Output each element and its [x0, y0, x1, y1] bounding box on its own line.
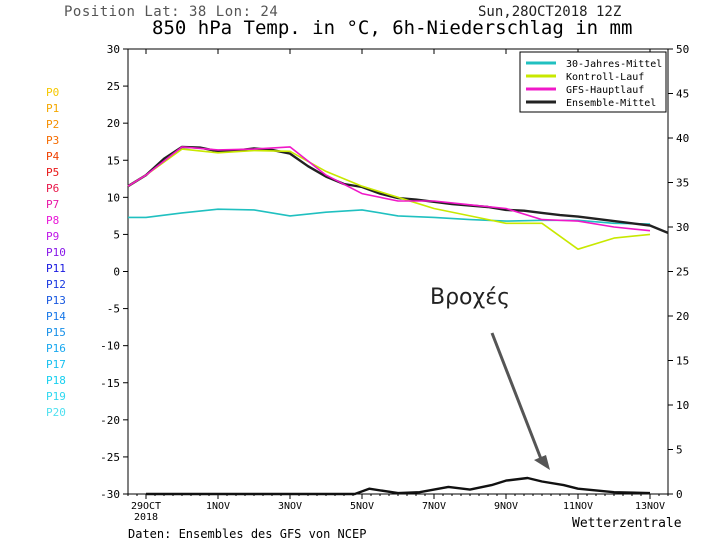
y-left-tick-label: -10	[100, 340, 120, 353]
member-label-p10: P10	[46, 246, 66, 259]
member-label-p15: P15	[46, 326, 66, 339]
y-right-tick-label: 20	[676, 310, 689, 323]
y-left-tick-label: -15	[100, 377, 120, 390]
y-right-tick-label: 5	[676, 444, 683, 457]
arrow-shaft	[490, 332, 543, 460]
arrow-head	[534, 455, 550, 470]
member-label-p0: P0	[46, 86, 60, 99]
data-source-label: Daten: Ensembles des GFS von NCEP	[128, 527, 367, 541]
member-label-p14: P14	[46, 310, 66, 323]
legend-label: 30-Jahres-Mittel	[566, 59, 662, 70]
x-tick-label: 29OCT	[131, 501, 161, 512]
y-left-tick-label: 15	[107, 154, 120, 167]
x-tick-label: 3NOV	[278, 501, 302, 512]
y-left-tick-label: 30	[107, 43, 120, 56]
chart-legend: 30-Jahres-Mittel Kontroll-Lauf GFS-Hauptla…	[519, 51, 667, 113]
member-label-p8: P8	[46, 214, 60, 227]
y-left-tick-label: 25	[107, 80, 120, 93]
series-line-3	[127, 146, 651, 232]
annotation-arrow	[490, 332, 550, 470]
member-label-p12: P12	[46, 278, 66, 291]
member-label-p11: P11	[46, 262, 66, 275]
member-label-p7: P7	[46, 198, 60, 211]
rain-annotation: Βροχές	[430, 285, 511, 310]
x-tick-label: 11NOV	[563, 501, 593, 512]
y-left-tick-label: -30	[100, 488, 120, 501]
y-left-tick-label: -25	[100, 451, 120, 464]
legend-label: Ensemble-Mittel	[566, 98, 656, 109]
run-date-label: Sun,28OCT2018 12Z	[478, 4, 622, 20]
y-right-tick-label: 15	[676, 355, 689, 368]
series-line-1	[127, 145, 669, 235]
x-tick-sublabel: 2018	[134, 512, 158, 523]
y-right-tick-label: 10	[676, 399, 689, 412]
y-left-tick-label: -5	[107, 303, 120, 316]
member-label-p17: P17	[46, 358, 66, 371]
member-label-p6: P6	[46, 182, 60, 195]
y-right-tick-label: 35	[676, 177, 689, 190]
y-left-tick-label: -20	[100, 414, 120, 427]
y-right-tick-label: 45	[676, 88, 689, 101]
member-label-p9: P9	[46, 230, 60, 243]
y-right-tick-label: 30	[676, 221, 689, 234]
y-right-tick-label: 50	[676, 43, 689, 56]
chart-title: 850 hPa Temp. in °C, 6h-Niederschlag in …	[152, 17, 633, 39]
legend-label: Kontroll-Lauf	[566, 72, 644, 83]
plot-frame	[127, 48, 669, 495]
member-label-p4: P4	[46, 150, 60, 163]
member-label-p16: P16	[46, 342, 66, 355]
y-right-tick-label: 40	[676, 132, 689, 145]
member-label-p3: P3	[46, 134, 60, 147]
x-tick-label: 1NOV	[206, 501, 230, 512]
x-tick-label: 9NOV	[494, 501, 518, 512]
y-left-tick-label: 0	[113, 266, 120, 279]
member-label-p5: P5	[46, 166, 60, 179]
member-label-p13: P13	[46, 294, 66, 307]
y-left-tick-label: 10	[107, 191, 120, 204]
series-line-4	[146, 476, 651, 496]
x-tick-label: 5NOV	[350, 501, 374, 512]
member-label-p1: P1	[46, 102, 60, 115]
member-label-p20: P20	[46, 406, 66, 419]
member-label-p18: P18	[46, 374, 66, 387]
brand-label: Wetterzentrale	[572, 516, 682, 531]
location-label: Position Lat: 38 Lon: 24	[64, 4, 279, 20]
member-label-p2: P2	[46, 118, 60, 131]
x-tick-label: 7NOV	[422, 501, 446, 512]
y-right-tick-label: 0	[676, 488, 683, 501]
y-left-tick-label: 20	[107, 117, 120, 130]
y-right-tick-label: 25	[676, 266, 689, 279]
chart-axes: 302520151050-5-10-15-20-25-3050454035302…	[100, 43, 689, 523]
x-tick-label: 13NOV	[635, 501, 665, 512]
chart-series	[127, 145, 669, 496]
series-line-2	[127, 148, 651, 250]
member-label-p19: P19	[46, 390, 66, 403]
legend-label: GFS-Hauptlauf	[566, 85, 644, 96]
y-left-tick-label: 5	[113, 228, 120, 241]
